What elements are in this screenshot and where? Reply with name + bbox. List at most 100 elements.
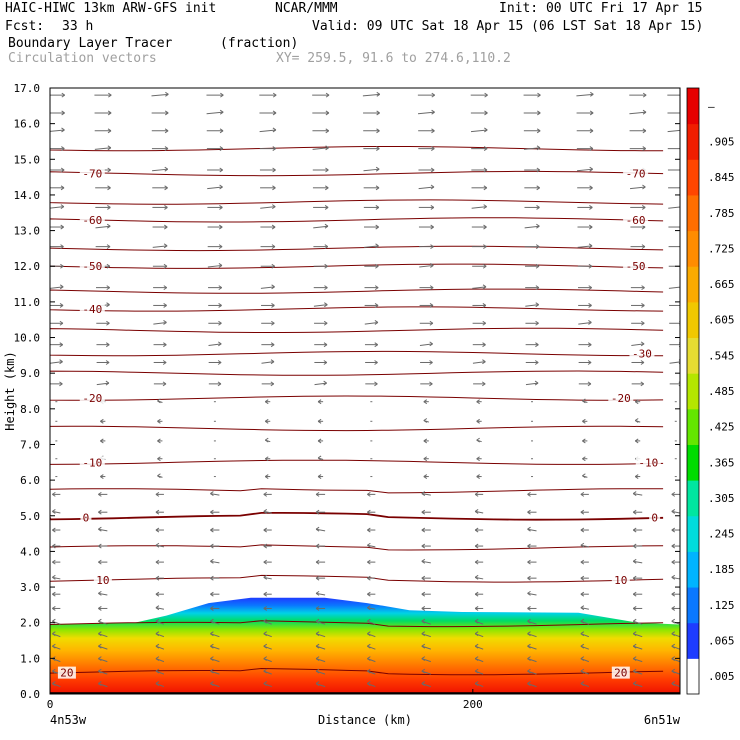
temperature-contour — [50, 574, 664, 583]
colorbar-segment — [687, 373, 699, 410]
circulation-vector — [580, 605, 589, 611]
temperature-contour — [50, 459, 664, 465]
circulation-vector — [157, 473, 163, 479]
circulation-vector — [213, 440, 216, 442]
circulation-vector — [52, 491, 61, 497]
contour-label: 0 — [651, 512, 658, 525]
circulation-vector — [470, 92, 488, 98]
circulation-vector — [527, 543, 537, 549]
circulation-vector — [367, 605, 376, 611]
circulation-vector — [631, 341, 645, 347]
circulation-vector — [152, 166, 169, 172]
circulation-vector — [312, 145, 329, 151]
circulation-vector — [52, 591, 61, 597]
circulation-vector — [577, 243, 593, 249]
circulation-vector — [671, 543, 680, 549]
circulation-vector — [524, 167, 541, 173]
circulation-vector — [363, 146, 380, 152]
circulation-vector — [370, 440, 373, 442]
circulation-vector — [152, 205, 168, 210]
circulation-vector — [421, 575, 431, 581]
x-tick-label: 200 — [463, 698, 483, 711]
circulation-vector — [210, 527, 220, 533]
circulation-vector — [315, 559, 326, 565]
circulation-vector — [155, 509, 164, 515]
circulation-vector — [421, 618, 431, 625]
circulation-vector — [631, 320, 645, 326]
circulation-vector — [315, 606, 326, 611]
circulation-vector — [50, 320, 64, 326]
circulation-vector — [419, 341, 433, 347]
circulation-vector — [210, 543, 220, 549]
circulation-vector — [364, 285, 379, 291]
circulation-vector — [671, 631, 680, 638]
circulation-vector — [471, 224, 487, 230]
circulation-vector — [632, 606, 643, 611]
circulation-vector — [365, 360, 378, 365]
circulation-vector — [52, 606, 61, 611]
contour-label-bg — [57, 666, 76, 679]
circulation-vector — [421, 631, 431, 638]
circulation-vector — [210, 509, 220, 515]
circulation-vector — [527, 590, 537, 596]
circulation-vector — [531, 440, 534, 442]
circulation-vector — [525, 285, 540, 291]
circulation-vector — [155, 643, 165, 650]
circulation-vector — [313, 205, 329, 210]
circulation-vector — [421, 509, 431, 515]
circulation-vector — [50, 146, 65, 152]
circulation-vector — [577, 263, 593, 269]
circulation-vector — [476, 456, 482, 462]
circulation-vector — [210, 606, 220, 611]
circulation-vector — [367, 559, 376, 565]
contour-label-bg — [611, 573, 630, 586]
circulation-vector — [578, 285, 592, 291]
circulation-vector — [531, 401, 534, 403]
circulation-vector — [418, 184, 435, 190]
circulation-vector — [363, 166, 380, 172]
circulation-vector — [55, 420, 58, 422]
organization: NCAR/MMM — [275, 1, 338, 16]
circulation-vector — [363, 224, 379, 230]
circulation-vector — [50, 127, 65, 133]
circulation-vector — [671, 574, 680, 580]
circulation-vector — [260, 185, 276, 191]
temperature-contour — [50, 306, 664, 312]
circulation-vector — [263, 559, 272, 565]
circulation-vector — [52, 618, 61, 625]
circulation-vector — [674, 458, 677, 460]
contour-label-bg — [79, 213, 105, 226]
circulation-vector — [527, 668, 537, 675]
colorbar-segment — [687, 230, 699, 267]
circulation-vector — [50, 224, 64, 230]
circulation-vector — [582, 438, 588, 444]
circulation-vector — [52, 681, 61, 688]
circulation-vector — [312, 110, 330, 116]
circulation-vector — [363, 185, 380, 191]
circulation-vector — [525, 342, 539, 348]
circulation-vector — [474, 491, 484, 497]
circulation-vector — [370, 401, 373, 403]
y-tick-label: 13.0 — [14, 225, 41, 238]
circulation-vector — [153, 285, 168, 291]
circulation-vector — [50, 359, 63, 365]
contour-label: -50 — [626, 260, 646, 273]
circulation-vector — [98, 656, 108, 663]
circulation-vector — [55, 440, 58, 442]
circulation-vector — [208, 381, 222, 387]
colorbar-segment — [687, 444, 699, 481]
circulation-vector — [474, 668, 484, 675]
circulation-vector — [421, 606, 431, 611]
circulation-vector — [50, 381, 63, 387]
colorbar-segment — [687, 408, 699, 445]
circulation-vector — [474, 559, 484, 565]
circulation-vector — [155, 491, 164, 497]
circulation-vector — [50, 204, 65, 210]
circulation-vector — [527, 606, 537, 611]
circulation-vector — [474, 681, 484, 688]
circulation-vector — [363, 110, 380, 116]
circulation-vector — [419, 244, 434, 250]
field-units: (fraction) — [220, 36, 299, 51]
circulation-vector — [578, 320, 592, 325]
circulation-vector — [208, 303, 222, 308]
